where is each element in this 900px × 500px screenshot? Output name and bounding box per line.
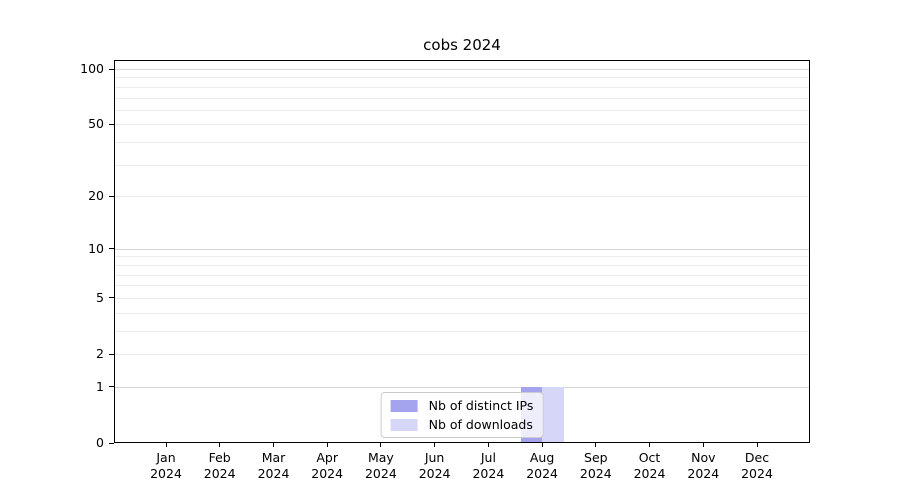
x-tick-label: Aug 2024 (526, 450, 558, 481)
gridline-minor (114, 330, 810, 332)
legend-item: Nb of distinct IPs (390, 397, 534, 414)
gridline-minor (114, 264, 810, 266)
x-tick (702, 443, 704, 447)
x-tick-label: Feb 2024 (203, 450, 236, 481)
y-tick (109, 68, 114, 70)
x-tick (756, 443, 758, 447)
plot-area: Nb of distinct IPs Nb of downloads 0 1 2 5 10… (80, 60, 810, 481)
y-tick-label: 0 (96, 435, 104, 450)
y-tick (109, 442, 114, 444)
legend: Nb of distinct IPs Nb of downloads (380, 392, 544, 438)
y-tick-label: 100 (80, 61, 104, 76)
x-tick (487, 443, 489, 447)
gridline-minor (114, 124, 810, 126)
legend-swatch (390, 418, 418, 431)
legend-label: Nb of downloads (428, 417, 533, 432)
gridline-minor (114, 274, 810, 276)
y-tick (109, 248, 114, 250)
x-tick (326, 443, 328, 447)
x-tick-label: May 2024 (364, 450, 397, 481)
y-tick (109, 123, 114, 125)
legend-swatch (390, 399, 418, 412)
x-tick (541, 443, 543, 447)
x-tick (595, 443, 597, 447)
y-tick-label: 2 (96, 346, 104, 361)
x-tick (273, 443, 274, 447)
y-tick (109, 353, 114, 355)
gridline-minor (114, 97, 810, 99)
legend-item: Nb of downloads (390, 416, 534, 433)
x-tick-label: Jan 2024 (150, 450, 182, 481)
x-tick-label: Sep 2024 (579, 450, 612, 481)
gridline-minor (114, 196, 810, 198)
gridline-minor (114, 86, 810, 88)
x-tick (434, 443, 436, 447)
x-tick (219, 443, 221, 447)
x-tick-label: Nov 2024 (687, 450, 720, 481)
gridline-minor (114, 164, 810, 166)
bar-aug-downloads (542, 386, 564, 443)
x-tick-label: Dec 2024 (741, 450, 773, 481)
y-tick (109, 386, 114, 388)
x-tick (165, 443, 167, 447)
gridline-minor (114, 256, 810, 258)
y-tick-label: 10 (88, 240, 104, 256)
gridline-major (114, 386, 810, 388)
axes-spines (114, 60, 810, 443)
x-tick-label: Apr 2024 (311, 450, 344, 481)
gridline-minor (114, 77, 810, 79)
x-tick-label: Jun 2024 (418, 450, 451, 481)
y-tick (109, 195, 114, 197)
legend-label: Nb of distinct IPs (428, 398, 534, 413)
gridline-minor (114, 109, 810, 111)
gridline-major (114, 248, 810, 250)
gridline-minor (114, 354, 810, 355)
gridline-major (114, 69, 810, 70)
y-tick (109, 297, 114, 299)
x-tick (380, 443, 382, 447)
y-tick-label: 5 (96, 289, 104, 305)
gridline-minor (114, 312, 810, 314)
gridline-minor (114, 142, 810, 144)
x-tick (649, 443, 650, 447)
y-tick-label: 1 (96, 378, 104, 394)
gridline-minor (114, 285, 810, 287)
gridline-minor (114, 297, 810, 299)
x-tick-label: Mar 2024 (257, 450, 290, 481)
y-tick-label: 50 (88, 116, 104, 132)
x-tick-label: Oct 2024 (633, 450, 666, 481)
y-tick-label: 20 (88, 188, 104, 204)
chart-title: cobs 2024 (423, 36, 501, 54)
x-tick-label: Jul 2024 (472, 450, 505, 481)
